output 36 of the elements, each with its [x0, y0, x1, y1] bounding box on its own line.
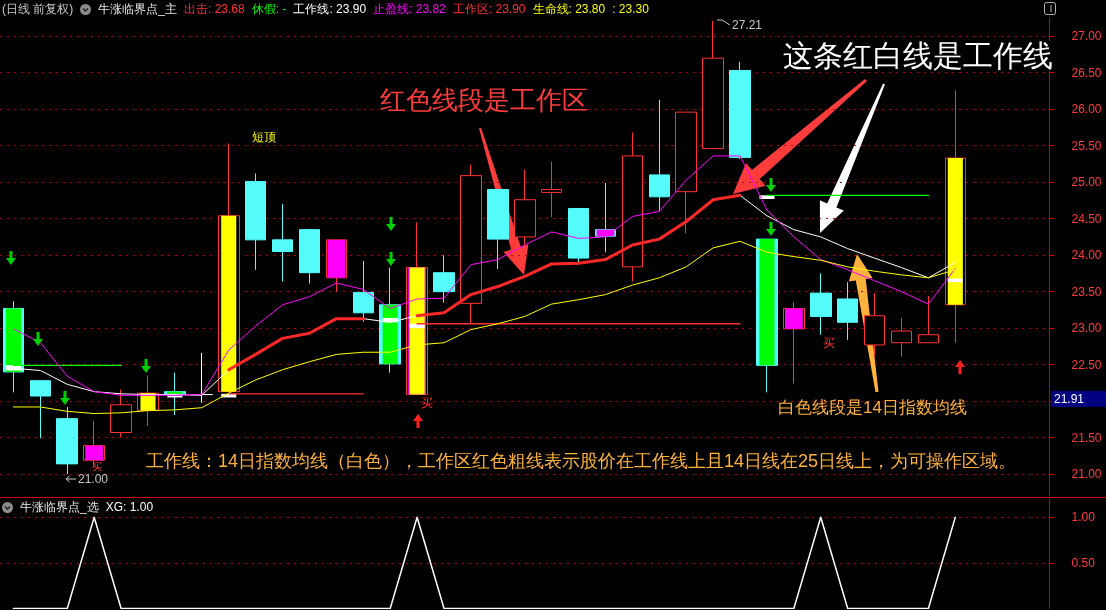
y-tick-label: 21.00 [1071, 467, 1102, 482]
y-tick-label: 24.50 [1071, 211, 1102, 226]
y-tick-label: 25.00 [1071, 175, 1102, 190]
y-tick-label: 25.50 [1071, 138, 1102, 153]
y-tick-label: 1.00 [1071, 510, 1096, 525]
annotation: XG: 1.00 [105, 500, 154, 514]
y-tick-label: 21.50 [1071, 430, 1102, 445]
annotation: 这条红白线是工作线 [783, 39, 1053, 72]
annotation: 白色线段是14日指数均线 [778, 398, 967, 417]
text: 生命线: 23.80 [532, 2, 606, 16]
chart-subtitle: (日线 前复权) [2, 2, 74, 16]
text: : 23.30 [612, 2, 649, 16]
y-tick-label: 22.50 [1071, 357, 1102, 372]
text: 出击: 23.68 [184, 2, 245, 16]
annotation: 红色线段是工作区 [380, 85, 588, 115]
y-tick-label: 24.00 [1071, 248, 1102, 263]
annotation: 27.21 [732, 18, 763, 32]
annotation: 买 [92, 461, 102, 472]
annotation: 工作线：14日指数均线（白色），工作区红色粗线表示股价在工作线上且14日线在25日线上，为可操作区域。 [146, 451, 1017, 471]
annotation: 买 [421, 396, 433, 410]
y-tick-label: 26.00 [1071, 102, 1102, 117]
chart-title: 牛涨临界点_选 [20, 500, 99, 514]
text: 休假: - [251, 2, 287, 16]
chart-title: 牛涨临界点_主 [98, 2, 178, 16]
text: 工作线: 23.90 [293, 2, 367, 16]
y-tick-label: 23.50 [1071, 284, 1102, 299]
y-tick-label: 26.50 [1071, 65, 1102, 80]
y-tick-label: 27.00 [1071, 29, 1102, 44]
annotation: 买 [823, 336, 835, 350]
annotation: 短顶 [252, 130, 276, 144]
y-tick-label: 23.00 [1071, 321, 1102, 336]
text: 21.91 [1051, 391, 1106, 407]
text: 止盈线: 23.82 [373, 2, 446, 16]
y-tick-label: 0.50 [1071, 555, 1096, 570]
annotation: 21.00 [78, 472, 109, 486]
text: 工作区: 23.90 [452, 2, 526, 16]
